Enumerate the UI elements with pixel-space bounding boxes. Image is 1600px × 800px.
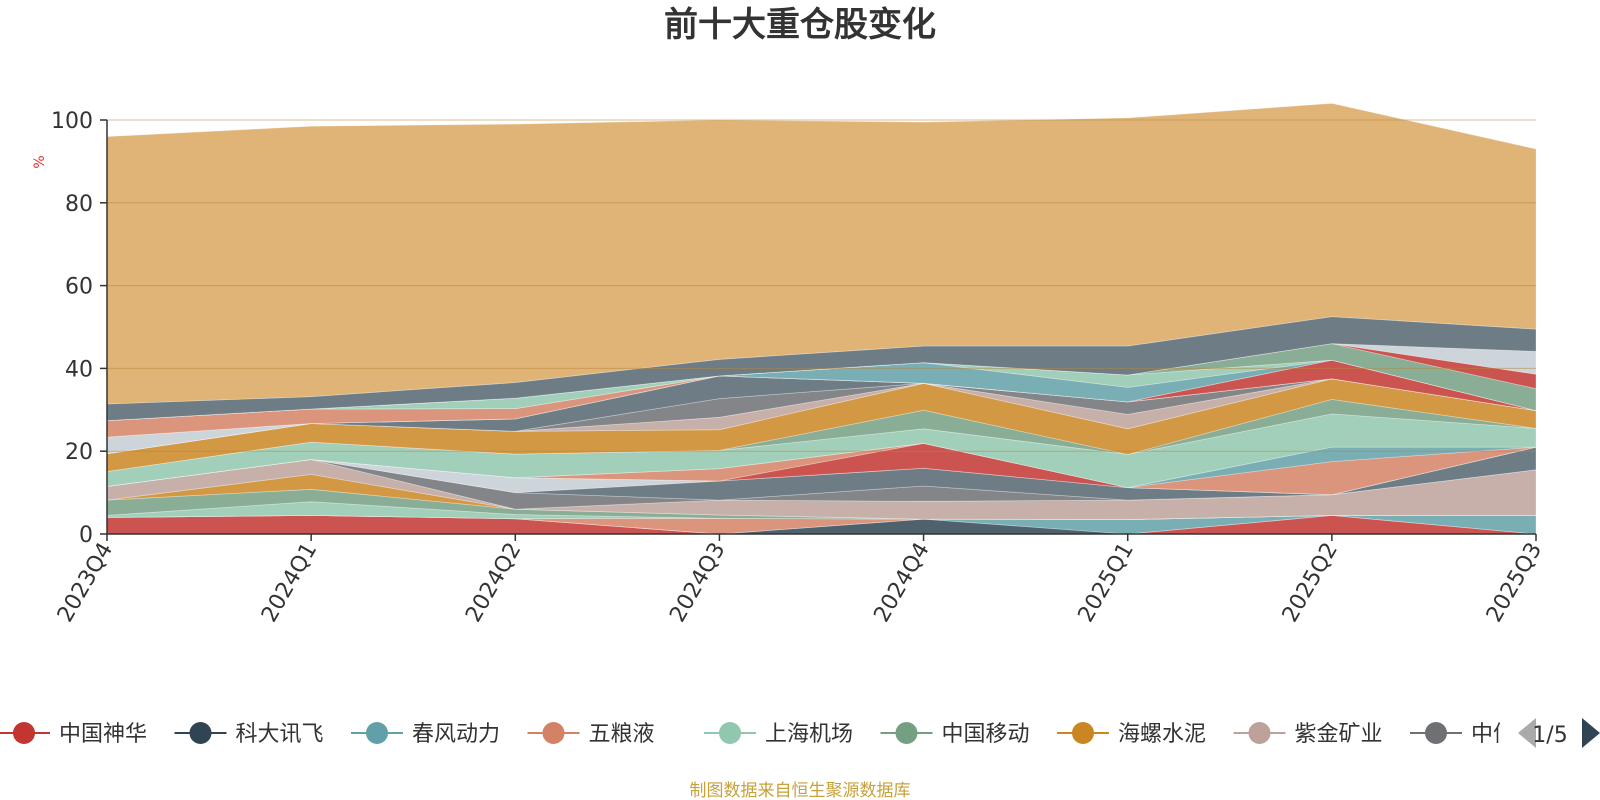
legend-circle-marker xyxy=(719,722,741,744)
chart-title: 前十大重仓股变化 xyxy=(664,5,936,45)
y-tick-label: 100 xyxy=(51,109,93,134)
y-tick-label: 0 xyxy=(79,523,93,548)
legend-label: 上海机场 xyxy=(765,722,853,747)
legend-item[interactable]: 紫金矿业 xyxy=(1233,722,1383,747)
data-source-note: 制图数据来自恒生聚源数据库 xyxy=(690,781,911,800)
legend-label: 海螺水泥 xyxy=(1118,722,1206,747)
legend-circle-marker xyxy=(1248,722,1271,744)
legend-circle-marker xyxy=(189,722,212,744)
legend-item[interactable]: 科大讯飞 xyxy=(174,722,324,747)
y-tick-label: 80 xyxy=(65,192,93,217)
legend-item[interactable]: 中国移动 xyxy=(880,722,1030,747)
legend-item[interactable]: 五粮液 xyxy=(527,722,655,747)
x-tick-label: 2024Q1 xyxy=(257,539,322,627)
legend-circle-marker xyxy=(13,722,35,744)
area-series-29 xyxy=(106,102,1537,405)
legend-pagination-controls: 1/5 xyxy=(1518,718,1600,748)
x-tick-label: 2024Q4 xyxy=(869,539,934,627)
triangle-right-icon[interactable] xyxy=(1582,718,1600,748)
legend-circle-marker xyxy=(366,722,388,744)
legend[interactable]: 中国神华科大讯飞春风动力五粮液上海机场中国移动海螺水泥紫金矿业中信证券 xyxy=(0,722,1559,747)
area-series-group xyxy=(106,102,1537,535)
x-tick-label: 2024Q3 xyxy=(665,539,730,627)
x-tick-label: 2025Q3 xyxy=(1482,539,1547,627)
x-tick-label: 2023Q4 xyxy=(53,539,118,627)
legend-circle-marker xyxy=(542,722,565,744)
y-axis-unit-label: % xyxy=(32,155,48,168)
x-tick-label: 2024Q2 xyxy=(461,539,526,627)
legend-circle-marker xyxy=(1425,722,1447,744)
legend-circle-marker xyxy=(895,722,918,744)
legend-label: 五粮液 xyxy=(589,722,655,747)
y-tick-label: 60 xyxy=(65,275,93,300)
y-tick-label: 20 xyxy=(65,440,93,465)
legend-item[interactable]: 中国神华 xyxy=(0,722,147,747)
legend-label: 科大讯飞 xyxy=(236,722,324,747)
legend-page-indicator: 1/5 xyxy=(1532,723,1567,748)
legend-item[interactable]: 春风动力 xyxy=(351,722,500,747)
x-tick-label: 2025Q2 xyxy=(1278,539,1343,627)
legend-pagination: 1/5 xyxy=(1500,716,1600,750)
legend-label: 中国移动 xyxy=(942,722,1030,747)
legend-item[interactable]: 海螺水泥 xyxy=(1057,722,1206,747)
gridlines xyxy=(107,119,1536,452)
legend-circle-marker xyxy=(1072,722,1094,744)
legend-label: 紫金矿业 xyxy=(1295,722,1383,747)
y-tick-label: 40 xyxy=(65,357,93,382)
legend-label: 春风动力 xyxy=(412,722,500,747)
x-tick-label: 2025Q1 xyxy=(1074,539,1139,627)
triangle-left-icon[interactable] xyxy=(1518,718,1536,748)
legend-item[interactable]: 上海机场 xyxy=(704,722,853,747)
legend-label: 中国神华 xyxy=(59,722,147,747)
